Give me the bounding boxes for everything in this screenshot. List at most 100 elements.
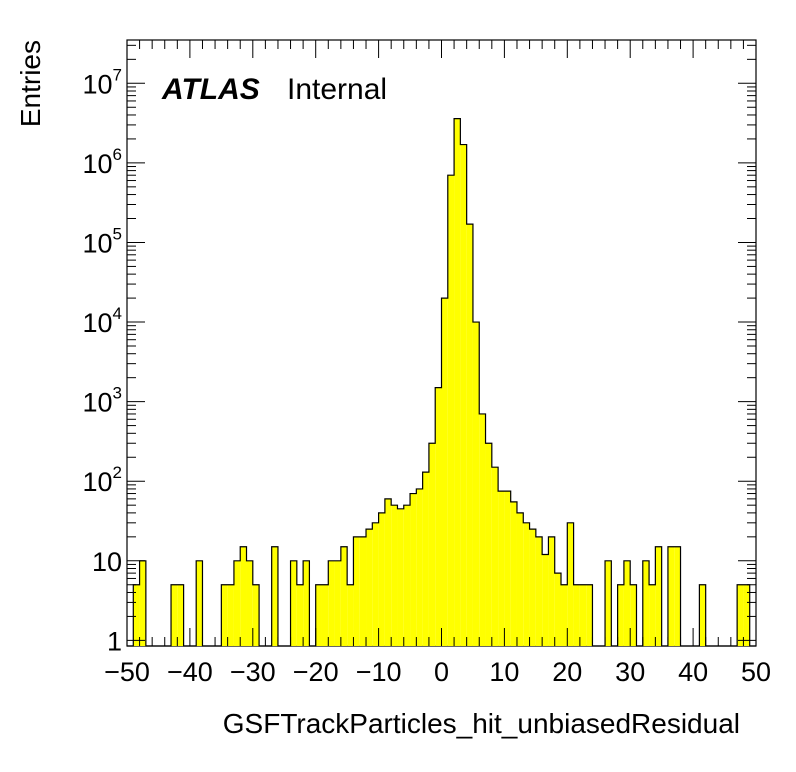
x-tick-label: −50 — [104, 657, 150, 687]
histogram-bar — [359, 536, 367, 646]
histogram-bar — [542, 554, 549, 646]
histogram-bar — [529, 529, 536, 646]
histogram-bar — [384, 498, 392, 646]
histogram-bar — [567, 522, 574, 646]
histogram-bar — [454, 118, 461, 646]
histogram-bar — [171, 584, 178, 646]
histogram-bar — [561, 584, 568, 646]
x-tick-label: 20 — [552, 657, 582, 687]
histogram-bar — [227, 584, 234, 646]
histogram-bar — [573, 584, 580, 646]
histogram-bar — [554, 573, 562, 646]
histogram-bar — [586, 584, 593, 646]
x-tick-label: −30 — [230, 657, 276, 687]
histogram-bar — [510, 501, 517, 646]
histogram-bar — [177, 584, 184, 646]
histogram-bar — [240, 546, 247, 646]
histogram-bar — [139, 560, 146, 646]
histogram-bar — [441, 298, 448, 646]
histogram-bar — [221, 584, 228, 646]
histogram-bar — [435, 387, 442, 646]
histogram-outline — [127, 118, 756, 647]
y-tick-labels: 1 10 102 103 104 105 106 107 — [82, 65, 122, 656]
histogram-bar — [579, 584, 587, 646]
y-tick-label: 106 — [82, 145, 122, 179]
histogram-bar — [649, 584, 656, 646]
histogram-bar — [334, 560, 341, 646]
histogram-bar — [699, 584, 706, 646]
histogram-bar — [485, 443, 492, 646]
histogram-bar — [516, 512, 524, 646]
histogram-bar — [252, 584, 260, 646]
histogram-bar — [366, 529, 373, 646]
histogram-bar — [504, 491, 511, 646]
histogram-bar — [422, 472, 429, 646]
histogram-bar — [548, 536, 555, 646]
internal-label: Internal — [287, 73, 387, 106]
histogram-bar — [246, 560, 253, 646]
histogram-bar — [391, 505, 398, 646]
axis-ticks — [126, 40, 757, 646]
histogram-bar — [315, 584, 322, 646]
y-tick-label: 103 — [82, 384, 122, 418]
histogram-bar — [630, 584, 637, 646]
histogram-bar — [479, 413, 486, 646]
histogram-bar — [460, 144, 467, 646]
y-tick-label: 10 — [92, 547, 122, 577]
histogram-bar — [403, 505, 411, 646]
histogram-bar — [416, 488, 423, 646]
histogram-bar — [428, 443, 436, 646]
histogram-bar — [617, 584, 624, 646]
x-tick-label: 0 — [434, 657, 449, 687]
histogram-bar — [397, 508, 404, 646]
histogram-bar — [303, 560, 310, 646]
x-tick-label: 50 — [741, 657, 771, 687]
histogram-bar — [667, 546, 675, 646]
y-axis-title: Entries — [15, 40, 46, 127]
histogram-bar — [623, 560, 631, 646]
y-tick-label: 104 — [82, 304, 122, 338]
histogram-bar — [642, 560, 650, 646]
histogram-bars — [133, 118, 750, 646]
histogram-bar — [447, 175, 455, 646]
x-tick-label: 40 — [678, 657, 708, 687]
histogram-bar — [491, 467, 499, 646]
x-axis-title: GSFTrackParticles_hit_unbiasedResidual — [223, 708, 740, 739]
histogram-bar — [347, 584, 354, 646]
histogram-bar — [605, 560, 612, 646]
x-tick-label: −40 — [167, 657, 213, 687]
histogram-bar — [290, 560, 297, 646]
histogram-bar — [321, 584, 329, 646]
histogram-bar — [353, 536, 360, 646]
histogram-bar — [674, 546, 681, 646]
x-tick-label: 10 — [489, 657, 519, 687]
histogram-bar — [340, 546, 348, 646]
histogram-bar — [410, 493, 417, 646]
atlas-label: ATLAS — [161, 73, 260, 106]
y-tick-label: 105 — [82, 224, 122, 258]
x-tick-label: −20 — [293, 657, 339, 687]
y-tick-label: 107 — [82, 65, 122, 99]
histogram-bar — [196, 560, 203, 646]
x-tick-label: −10 — [356, 657, 402, 687]
histogram-bar — [296, 584, 304, 646]
histogram-bar — [472, 322, 480, 646]
histogram-bar — [523, 522, 530, 646]
histogram-bar — [535, 536, 543, 646]
histogram-bar — [466, 224, 473, 646]
histogram-bar — [498, 491, 505, 646]
histogram-bar — [328, 560, 335, 646]
histogram-bar — [737, 584, 744, 646]
histogram-bar — [378, 512, 385, 646]
x-tick-label: 30 — [615, 657, 645, 687]
histogram-bar — [372, 522, 379, 646]
histogram-bar — [233, 560, 241, 646]
y-tick-label: 1 — [107, 626, 122, 656]
histogram-bar — [271, 546, 278, 646]
histogram-bar — [655, 546, 662, 646]
x-tick-labels: −50 −40 −30 −20 −10 0 10 20 30 40 50 — [104, 657, 771, 687]
histogram-bar — [133, 584, 140, 646]
y-tick-label: 102 — [82, 463, 122, 497]
histogram-bar — [743, 584, 750, 646]
